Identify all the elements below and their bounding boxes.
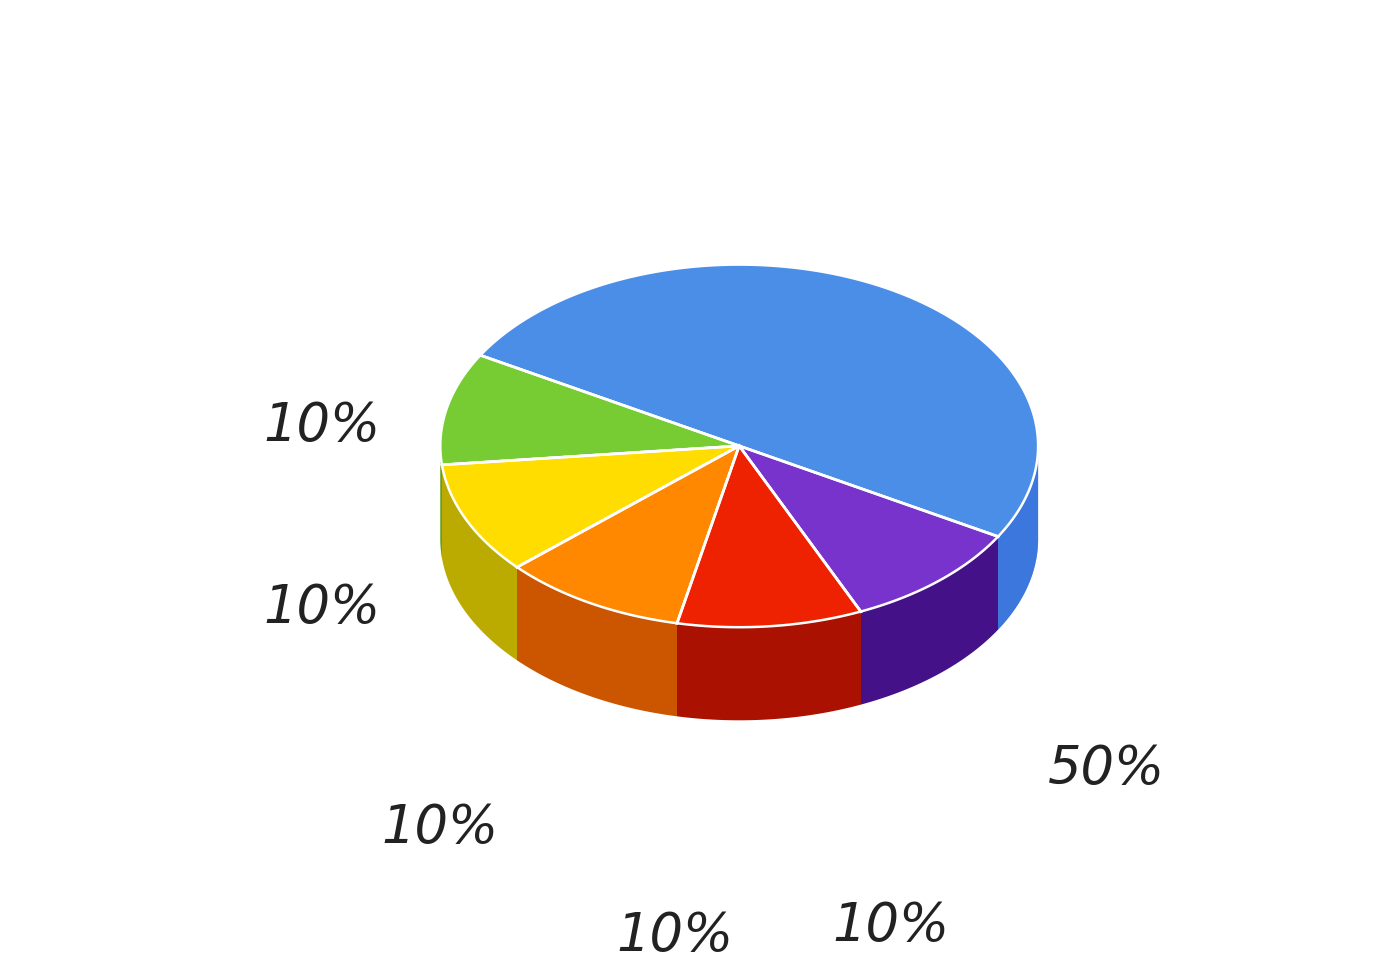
Polygon shape xyxy=(739,446,998,612)
Polygon shape xyxy=(442,446,739,567)
Polygon shape xyxy=(480,265,1037,536)
Polygon shape xyxy=(739,446,861,705)
Polygon shape xyxy=(517,446,739,661)
Text: 10%: 10% xyxy=(833,900,949,953)
Text: 10%: 10% xyxy=(617,909,734,962)
Polygon shape xyxy=(861,537,998,705)
Polygon shape xyxy=(517,446,739,623)
Polygon shape xyxy=(739,446,998,630)
Polygon shape xyxy=(678,446,861,627)
Polygon shape xyxy=(441,355,739,465)
Polygon shape xyxy=(442,446,739,558)
Text: 10%: 10% xyxy=(263,400,381,453)
Text: 10%: 10% xyxy=(381,802,498,855)
Polygon shape xyxy=(998,448,1037,629)
Text: 50%: 50% xyxy=(1047,743,1165,796)
Polygon shape xyxy=(517,446,739,661)
Text: 10%: 10% xyxy=(263,581,381,634)
Polygon shape xyxy=(739,446,861,705)
Polygon shape xyxy=(998,446,1039,629)
Polygon shape xyxy=(441,446,442,558)
Polygon shape xyxy=(517,567,678,716)
Polygon shape xyxy=(442,465,517,661)
Polygon shape xyxy=(442,446,739,558)
Polygon shape xyxy=(678,446,739,716)
Polygon shape xyxy=(678,612,861,720)
Polygon shape xyxy=(739,446,998,629)
Polygon shape xyxy=(678,446,739,716)
